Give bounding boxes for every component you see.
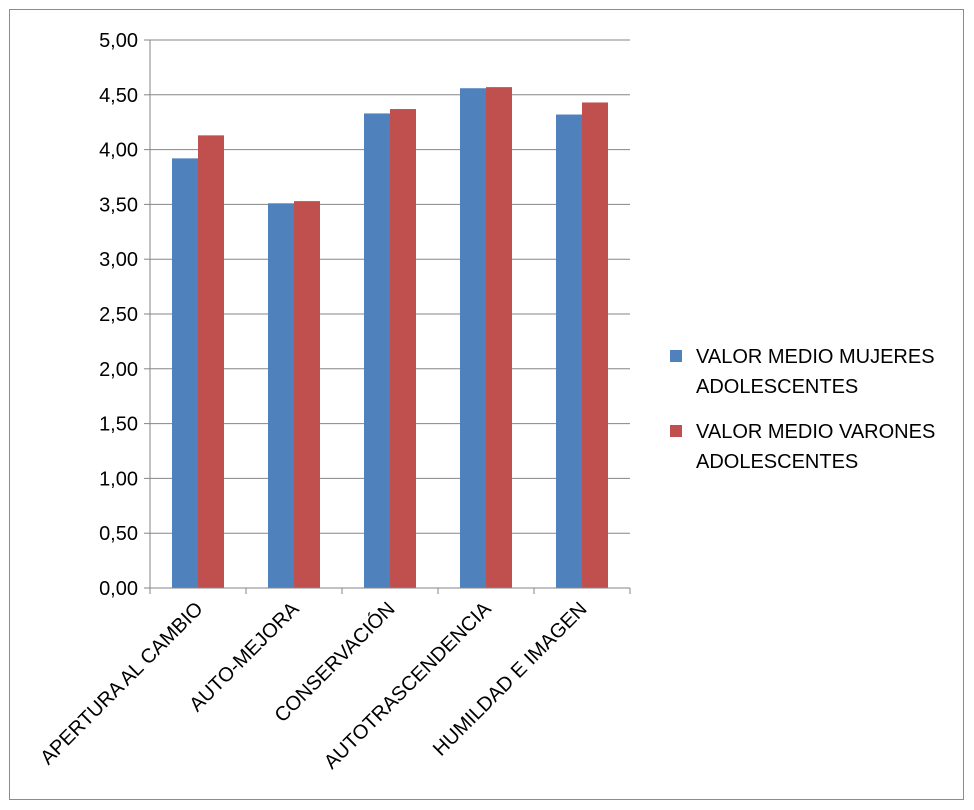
legend-label: ADOLESCENTES xyxy=(696,376,858,398)
y-tick-label: 3,00 xyxy=(99,249,138,271)
legend-swatch xyxy=(670,350,682,362)
y-tick-label: 2,00 xyxy=(99,359,138,381)
legend: VALOR MEDIO MUJERES ADOLESCENTES VALOR MED… xyxy=(670,346,935,473)
y-tick-label: 3,50 xyxy=(99,194,138,216)
y-tick-label: 1,50 xyxy=(99,414,138,436)
bar-varones xyxy=(582,102,608,589)
x-category-label: HUMILDAD E IMAGEN xyxy=(429,598,592,761)
legend-label: VALOR MEDIO MUJERES xyxy=(696,346,935,368)
bar-varones xyxy=(390,109,416,588)
bar-varones xyxy=(198,135,224,589)
bars xyxy=(172,87,608,589)
axes xyxy=(144,39,631,594)
bar-mujeres xyxy=(364,113,390,588)
gridlines xyxy=(150,39,630,534)
y-tick-label: 1,00 xyxy=(99,468,138,490)
x-category-labels: APERTURA AL CAMBIOAUTO-MEJORACONSERVACIÓ… xyxy=(36,597,591,773)
y-tick-label: 2,50 xyxy=(99,304,138,326)
y-tick-label: 4,50 xyxy=(99,85,138,107)
y-tick-label: 4,00 xyxy=(99,140,138,162)
legend-label: VALOR MEDIO VARONES xyxy=(696,421,935,443)
y-tick-label: 5,00 xyxy=(99,30,138,52)
x-category-label: AUTOTRASCENDENCIA xyxy=(320,598,496,774)
bar-varones xyxy=(486,87,512,589)
bar-mujeres xyxy=(268,203,294,588)
bar-mujeres xyxy=(172,158,198,589)
y-tick-label: 0,50 xyxy=(99,523,138,545)
legend-swatch xyxy=(670,425,682,437)
bar-mujeres xyxy=(460,88,486,588)
y-tick-label: 0,00 xyxy=(99,578,138,600)
bar-varones xyxy=(294,201,320,588)
legend-label: ADOLESCENTES xyxy=(696,451,858,473)
x-category-label: APERTURA AL CAMBIO xyxy=(36,598,207,769)
bar-mujeres xyxy=(556,114,582,588)
y-tick-labels: 0,00 0,50 1,00 1,50 2,00 2,50 3,00 3,50 4,00 4,50… xyxy=(99,30,138,600)
